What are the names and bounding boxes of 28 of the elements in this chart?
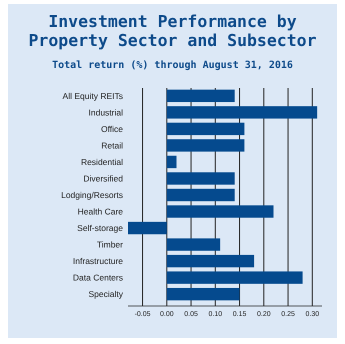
bar xyxy=(166,172,235,185)
y-tick-label: Specialty xyxy=(88,289,124,300)
bar xyxy=(166,271,303,284)
bar xyxy=(166,139,244,152)
y-tick-label: Health Care xyxy=(78,206,124,216)
bar xyxy=(166,188,235,202)
y-tick-label: Residential xyxy=(80,156,124,167)
bar xyxy=(166,254,254,268)
y-tick-label: Industrial xyxy=(88,107,124,118)
y-tick-label: Diversified xyxy=(83,173,124,184)
bar xyxy=(166,122,244,136)
y-tick-label: Timber xyxy=(96,240,124,250)
y-tick-label: Lodging/Resorts xyxy=(61,190,123,200)
bar xyxy=(166,205,274,218)
bar xyxy=(166,106,318,119)
y-tick-label: All Equity REITs xyxy=(62,90,123,101)
y-tick-label: Self-storage xyxy=(77,223,124,234)
y-tick-label: Retail xyxy=(101,140,124,150)
y-tick-label: Data Centers xyxy=(72,272,123,283)
chart-title: Investment Performance by Property Sector and Subsector xyxy=(28,12,317,50)
bar xyxy=(166,238,220,251)
bar xyxy=(166,90,235,102)
bar xyxy=(166,156,176,168)
bar xyxy=(128,222,167,234)
y-tick-label: Office xyxy=(100,124,124,134)
y-tick-label: Infrastructure xyxy=(72,256,124,266)
chart-subtitle: Total return (%) through August 31, 2016 xyxy=(52,60,293,71)
bar xyxy=(166,288,240,300)
